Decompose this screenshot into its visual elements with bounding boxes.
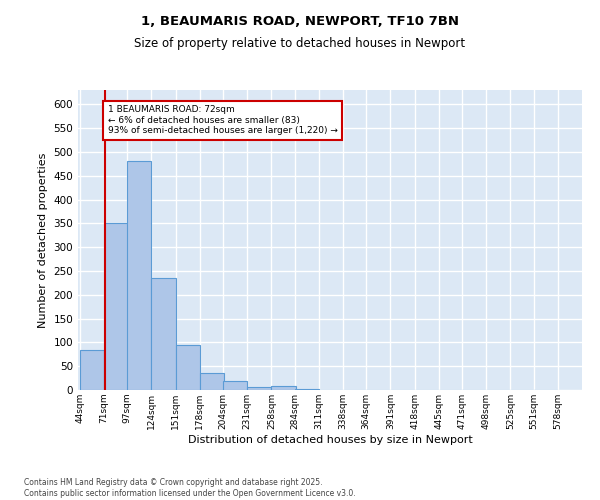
- Text: Size of property relative to detached houses in Newport: Size of property relative to detached ho…: [134, 38, 466, 51]
- X-axis label: Distribution of detached houses by size in Newport: Distribution of detached houses by size …: [188, 434, 472, 444]
- Y-axis label: Number of detached properties: Number of detached properties: [38, 152, 48, 328]
- Bar: [127, 162, 151, 390]
- Bar: [151, 278, 176, 390]
- Bar: [200, 374, 224, 390]
- Bar: [295, 389, 319, 390]
- Bar: [104, 224, 128, 390]
- Text: 1, BEAUMARIS ROAD, NEWPORT, TF10 7BN: 1, BEAUMARIS ROAD, NEWPORT, TF10 7BN: [141, 15, 459, 28]
- Bar: [176, 345, 200, 390]
- Bar: [271, 386, 296, 390]
- Text: Contains HM Land Registry data © Crown copyright and database right 2025.
Contai: Contains HM Land Registry data © Crown c…: [24, 478, 356, 498]
- Bar: [223, 382, 247, 390]
- Text: 1 BEAUMARIS ROAD: 72sqm
← 6% of detached houses are smaller (83)
93% of semi-det: 1 BEAUMARIS ROAD: 72sqm ← 6% of detached…: [107, 105, 337, 135]
- Bar: [247, 387, 271, 390]
- Bar: [80, 350, 104, 390]
